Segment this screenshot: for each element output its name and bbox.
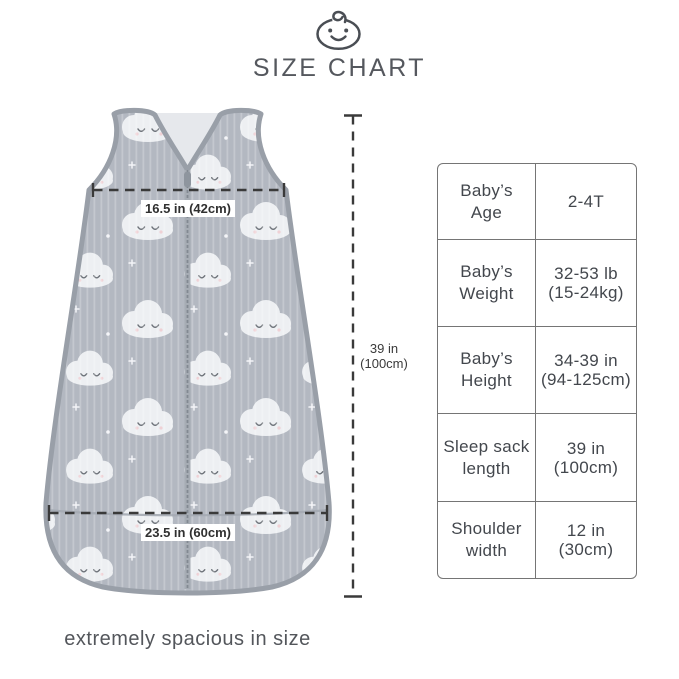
bottom-width-label: 23.5 in (60cm) bbox=[141, 524, 235, 541]
table-row-value: 12 in (30cm) bbox=[558, 521, 614, 559]
table-row-value: 2-4T bbox=[536, 164, 636, 240]
bottom-width-dimension-line bbox=[47, 505, 329, 521]
table-row-label: Shoulder width bbox=[438, 502, 536, 578]
table-row-label: Baby’s Weight bbox=[438, 240, 536, 327]
table-row-label: Sleep sack length bbox=[438, 414, 536, 502]
length-dimension-line bbox=[344, 114, 362, 598]
table-row-label: Baby’s Age bbox=[438, 164, 536, 240]
length-label: 39 in (100cm) bbox=[360, 341, 408, 371]
page-title: SIZE CHART bbox=[252, 54, 427, 82]
chest-width-dimension-line bbox=[91, 183, 286, 197]
table-row-value: 34-39 in (94-125cm) bbox=[536, 327, 636, 414]
chest-width-label: 16.5 in (42cm) bbox=[141, 200, 235, 217]
sack-neck-lining bbox=[156, 113, 219, 169]
size-table: Baby’s Age 2-4T Baby’s Weight 32-53 lb (… bbox=[437, 163, 637, 579]
length-label-line1: 39 in bbox=[369, 341, 399, 356]
zipper bbox=[184, 170, 191, 589]
table-row-label: Baby’s Height bbox=[438, 327, 536, 414]
table-row-value: 39 in (100cm) bbox=[536, 414, 636, 502]
baby-face-icon bbox=[316, 10, 361, 51]
caption: extremely spacious in size bbox=[64, 628, 311, 650]
table-row-value: 32-53 lb (15-24kg) bbox=[536, 240, 636, 327]
length-label-line2: (100cm) bbox=[360, 356, 408, 371]
